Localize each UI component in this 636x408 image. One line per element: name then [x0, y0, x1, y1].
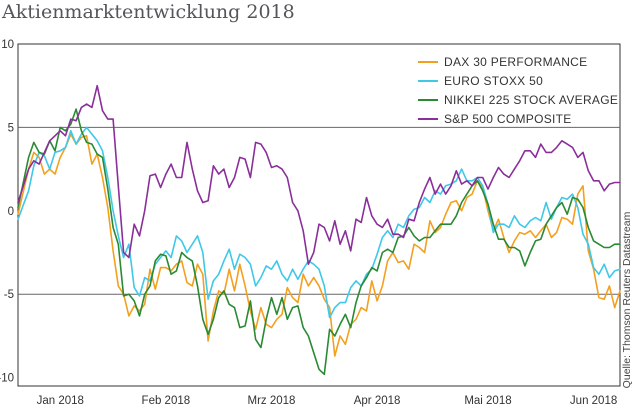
series-line-2 [17, 108, 621, 376]
y-axis-ticks: 10 5 0 -5 -10 [0, 39, 14, 385]
x-tick-label: Mai 2018 [464, 395, 511, 407]
x-tick-label: Feb 2018 [142, 395, 191, 407]
reference-lines [18, 126, 620, 295]
x-tick-label: Jan 2018 [37, 395, 84, 407]
y-tick-label: 0 [8, 206, 14, 218]
series-line-1 [17, 126, 621, 319]
y-tick-label: -10 [0, 373, 14, 385]
legend-label: NIKKEI 225 STOCK AVERAGE [444, 93, 618, 107]
y-tick-label: 10 [1, 39, 14, 51]
x-tick-label: Mrz 2018 [248, 395, 296, 407]
x-tick-label: Jun 2018 [570, 395, 617, 407]
plot-area-frame [17, 43, 621, 387]
legend-label: EURO STOXX 50 [444, 74, 543, 88]
series-line-3 [17, 84, 621, 266]
y-tick-label: 5 [8, 122, 14, 134]
x-tick-label: Apr 2018 [354, 395, 401, 407]
x-axis-ticks: Jan 2018 Feb 2018 Mrz 2018 Apr 2018 Mai 2018… [37, 395, 618, 407]
legend-label: S&P 500 COMPOSITE [444, 112, 572, 126]
y-tick-label: -5 [4, 289, 14, 301]
legend-label: DAX 30 PERFORMANCE [444, 55, 587, 69]
source-note: Quelle: Thomson Reuters Datastream [621, 211, 633, 388]
series-line-0 [17, 133, 621, 357]
chart-title: Aktienmarktentwicklung 2018 [1, 1, 295, 23]
series-lines [17, 84, 621, 376]
legend: DAX 30 PERFORMANCE EURO STOXX 50 NIKKEI 22… [418, 55, 618, 126]
